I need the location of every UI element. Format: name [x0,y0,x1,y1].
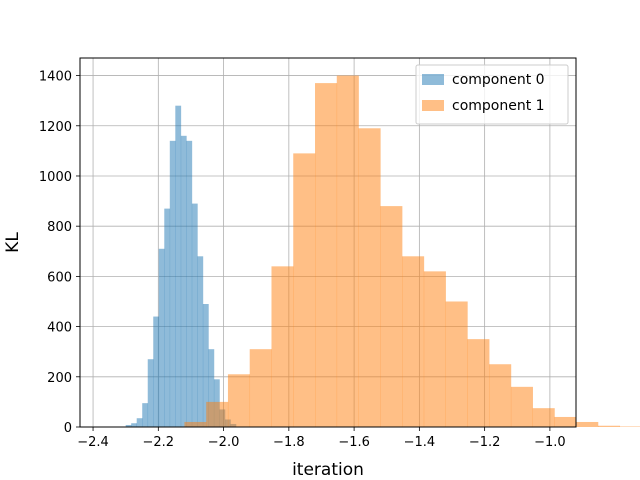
ticks: −2.4 −2.2 −2.0 −1.8 −1.6 −1.4 −1.2 −1.0 0 200 400 6… [39,70,566,450]
legend: component 0 component 1 [415,64,569,125]
histogram-bar-component-1 [184,421,207,427]
histogram-bar-component-0 [142,403,149,427]
histogram-bar-component-1 [576,421,599,427]
histogram-bar-component-1 [445,301,468,427]
histogram-bar-component-0 [164,208,171,427]
histogram-bar-component-1 [315,83,338,427]
histogram-bar-component-0 [180,135,187,427]
x-axis-label: iteration [292,460,364,480]
histogram-bar-component-1 [227,374,251,427]
histogram-bar-component-0 [175,105,182,427]
histogram-bar-component-0 [131,423,138,427]
legend-box [415,64,569,125]
y-tick-label: 400 [47,321,72,336]
histogram-bar-component-0 [191,203,198,427]
histogram-bar-component-0 [197,256,204,427]
histogram-bar-component-1 [510,386,533,427]
histogram-bar-component-0 [125,424,132,427]
histogram-bar-component-1 [271,266,294,427]
histogram-bar-component-1 [554,416,577,427]
y-tick-label: 600 [47,270,72,285]
legend-swatch-component-0 [422,74,444,85]
x-tick-label: −2.2 [143,435,175,450]
histogram-bar-component-0 [186,140,193,427]
x-tick-label: −2.0 [208,435,240,450]
histogram-bar-component-1 [597,425,621,427]
histogram-bar-component-1 [206,401,229,427]
histogram-bar-component-0 [147,359,154,427]
y-tick-label: 200 [47,371,72,386]
x-tick-label: −1.0 [534,435,566,450]
histogram-bar-component-0 [169,140,176,427]
y-tick-label: 1000 [39,170,72,185]
histogram-bar-component-1 [423,271,446,427]
histogram-bar-component-0 [136,418,143,427]
histogram-bar-component-0 [158,248,165,427]
histogram-bar-component-1 [467,339,490,427]
x-tick-label: −2.4 [77,435,109,450]
histogram-bar-component-1 [380,206,403,427]
bars [125,75,640,428]
x-tick-label: −1.4 [404,435,436,450]
y-axis-label: KL [3,232,23,253]
histogram-bar-component-1 [293,153,316,427]
histogram-bar-component-0 [208,349,215,427]
x-tick-label: −1.6 [338,435,370,450]
histogram-bar-component-1 [358,128,381,428]
y-tick-label: 800 [47,220,72,235]
y-tick-label: 1200 [39,120,72,135]
histogram-bar-component-1 [249,349,272,427]
y-tick-label: 1400 [39,70,72,85]
histogram-bar-component-1 [619,426,640,427]
histogram-bar-component-1 [402,256,425,427]
legend-label-component-0: component 0 [452,72,545,88]
histogram-bar-component-1 [532,408,555,427]
x-tick-label: −1.8 [273,435,305,450]
plot-frame [79,57,577,428]
histogram-bar-component-1 [336,75,359,428]
y-tick-label: 0 [64,421,72,436]
legend-label-component-1: component 1 [452,98,545,114]
histogram-bar-component-0 [153,316,160,427]
histogram-bar-component-1 [489,364,512,427]
legend-swatch-component-1 [422,100,444,111]
histogram-bar-component-0 [202,304,209,427]
x-tick-label: −1.2 [469,435,501,450]
